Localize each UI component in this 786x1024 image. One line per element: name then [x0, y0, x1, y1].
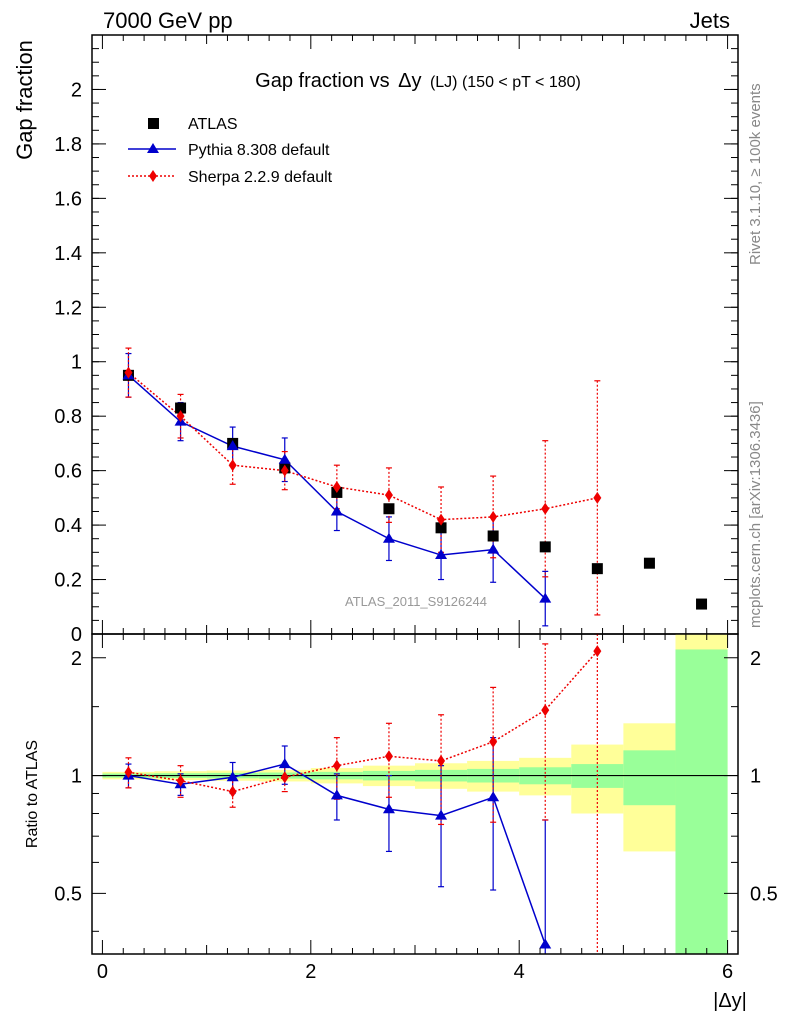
header-left: 7000 GeV pp [103, 8, 233, 33]
main-data-point [437, 513, 446, 526]
ratio-data-point [332, 759, 341, 772]
main-ytick-label: 1.6 [54, 188, 82, 210]
ratio-data-point [487, 791, 500, 802]
main-data-point [539, 592, 552, 603]
main-data-point [278, 453, 291, 464]
legend-marker-atlas [148, 118, 159, 129]
main-data-point [228, 459, 237, 472]
main-data-point [487, 530, 499, 542]
main-data-point [280, 464, 289, 477]
ratio-data-point [384, 750, 393, 763]
main-axis-ticks: 0 0.2 0.4 0.6 0.8 1 1.2 1.4 1.6 1.8 2 [54, 34, 738, 646]
ratio-ytick-label: 1 [71, 766, 82, 788]
ratio-axis-ticks: 0.5 0.5 1 1 2 2 0 2 4 6 [54, 634, 778, 983]
ratio-band-green [623, 750, 676, 806]
main-data-point [489, 510, 498, 523]
x-tick-label: 4 [514, 961, 525, 983]
ratio-data-point [278, 758, 291, 769]
rivet-label: Rivet 3.1.10, ≥ 100k events [747, 83, 764, 265]
main-data-point [643, 557, 655, 569]
main-data-point [591, 563, 603, 575]
ratio-data-point [124, 766, 133, 779]
ratio-data-point [539, 938, 552, 949]
main-ytick-label: 1 [71, 352, 82, 374]
main-data-point [330, 505, 343, 516]
legend-marker-sherpa [149, 170, 157, 182]
main-ytick-label: 0.8 [54, 406, 82, 428]
main-series-line-2 [127, 372, 598, 521]
main-data-point [382, 532, 395, 543]
ratio-band-green [675, 649, 728, 954]
main-data-point [383, 503, 395, 515]
ratio-band-layer [92, 634, 738, 954]
main-data-point [541, 502, 550, 515]
main-data-point [487, 543, 500, 554]
ratio-data-point [226, 771, 239, 782]
main-data-point [435, 522, 447, 534]
ratio-data-point [593, 645, 602, 658]
main-data-point [435, 549, 448, 560]
main-ytick-label: 1.2 [54, 297, 82, 319]
ratio-data-point [330, 789, 343, 800]
legend: ATLAS Pythia 8.308 default Sherpa 2.2.9 … [128, 116, 333, 186]
main-data-point [226, 440, 239, 451]
legend-label-atlas: ATLAS [188, 116, 238, 133]
ratio-ytick-label-right: 2 [750, 648, 761, 670]
main-data-point [175, 402, 187, 414]
ratio-ylabel: Ratio to ATLAS [24, 740, 41, 848]
x-tick-label: 0 [97, 961, 108, 983]
x-axis-label: |Δy| [713, 990, 747, 1012]
main-ytick-label: 1.4 [54, 243, 82, 265]
main-data-point [124, 366, 133, 379]
main-ytick-label: 0.4 [54, 515, 82, 537]
ratio-ytick-label: 2 [71, 648, 82, 670]
ratio-ytick-label: 0.5 [54, 883, 82, 905]
main-data-point [593, 491, 602, 504]
main-data-point [539, 541, 551, 553]
ratio-ytick-label-right: 0.5 [750, 883, 778, 905]
mcplots-label: mcplots.cern.ch [arXiv:1306.3436] [747, 401, 764, 628]
legend-label-pythia: Pythia 8.308 default [188, 142, 330, 159]
main-data-point [384, 489, 393, 502]
legend-marker-pythia [147, 143, 159, 153]
header-right: Jets [690, 8, 730, 33]
main-title: Gap fraction vs Δy (LJ) (150 < pT < 180) [255, 70, 581, 92]
ratio-data-point [228, 785, 237, 798]
main-ytick-label: 0 [71, 624, 82, 646]
main-ytick-label: 0.2 [54, 570, 82, 592]
ratio-series-layer [122, 633, 602, 954]
main-ytick-label: 1.8 [54, 134, 82, 156]
analysis-watermark: ATLAS_2011_S9126244 [345, 594, 487, 609]
main-ytick-label: 0.6 [54, 461, 82, 483]
main-ylabel: Gap fraction [12, 40, 37, 160]
x-tick-label: 6 [722, 961, 733, 983]
ratio-data-point [437, 754, 446, 767]
ratio-data-point [382, 803, 395, 814]
main-data-point [696, 598, 708, 610]
ratio-data-point [176, 774, 185, 787]
ratio-data-point [280, 771, 289, 784]
ratio-data-point [541, 704, 550, 717]
main-ytick-label: 2 [71, 79, 82, 101]
ratio-data-point [435, 809, 448, 820]
ratio-data-point [489, 735, 498, 748]
ratio-series-line-1 [128, 650, 598, 793]
main-data-point [176, 410, 185, 423]
main-series-layer [122, 347, 708, 627]
main-data-point [332, 480, 341, 493]
legend-label-sherpa: Sherpa 2.2.9 default [188, 169, 333, 186]
x-tick-label: 2 [305, 961, 316, 983]
ratio-ytick-label-right: 1 [750, 766, 761, 788]
